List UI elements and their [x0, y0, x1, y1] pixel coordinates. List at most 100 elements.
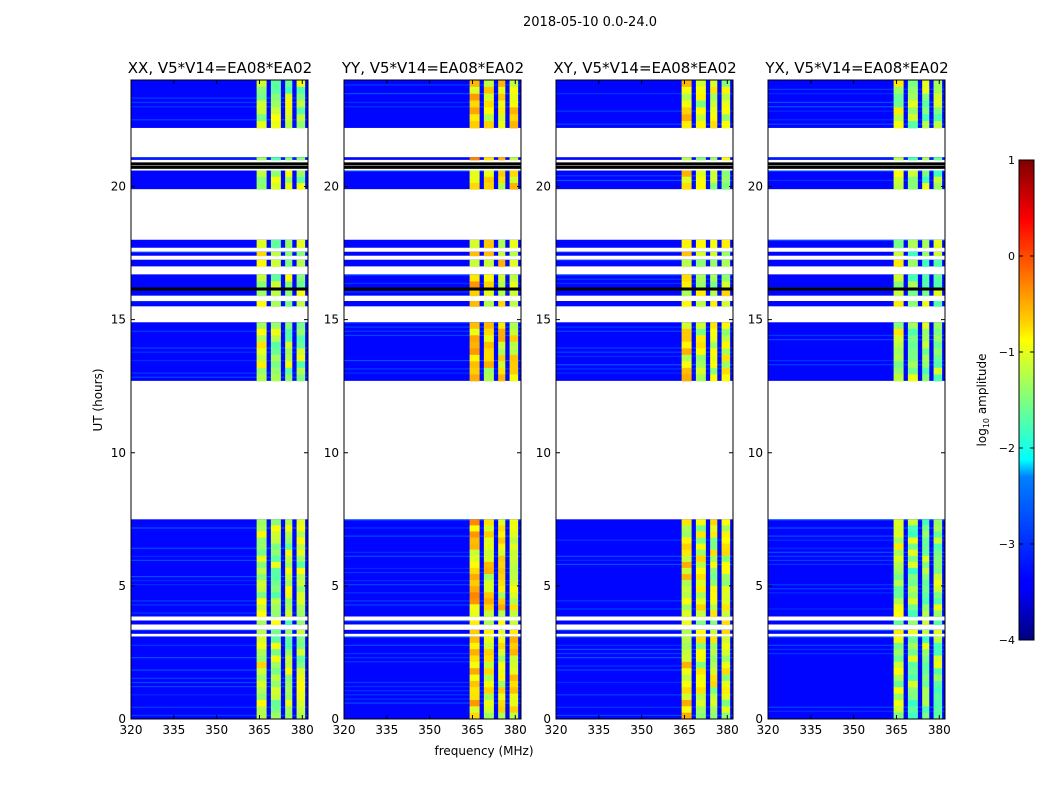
rfi-cell: [681, 328, 692, 336]
rfi-cell: [285, 604, 293, 611]
rfi-cell: [498, 519, 506, 526]
rfi-cell: [498, 328, 506, 336]
rfi-cell: [509, 176, 519, 184]
axes-frame: [343, 79, 522, 720]
rfi-cell: [681, 335, 692, 343]
rfi-cell: [256, 121, 267, 129]
rfi-cell: [483, 661, 494, 669]
rfi-cell: [285, 322, 293, 330]
rfi-cell: [469, 288, 480, 297]
rfi-cell: [695, 649, 706, 657]
rfi-cell: [710, 706, 718, 714]
rfi-cell: [893, 170, 904, 178]
rfi-cell: [285, 561, 293, 569]
rfi-cell: [270, 281, 281, 290]
rfi-cell: [270, 182, 281, 190]
rfi-cell: [893, 354, 904, 362]
rfi-cell: [721, 121, 731, 129]
rfi-cell: [483, 555, 494, 563]
rfi-cell: [270, 328, 281, 336]
rfi-cell: [681, 543, 692, 551]
rfi-cell: [285, 706, 293, 714]
rfi-cell: [710, 107, 718, 115]
rfi-cell: [710, 170, 718, 178]
rfi-cell: [483, 93, 494, 102]
rfi-cell: [509, 341, 519, 349]
colorbar-tick-label: −4: [999, 634, 1015, 647]
rfi-cell: [270, 348, 281, 356]
data-segment: [131, 620, 308, 625]
rfi-cell: [721, 176, 731, 184]
rfi-cell: [933, 537, 943, 545]
rfi-cell: [933, 374, 943, 382]
rfi-cell: [922, 328, 930, 336]
data-segment: [768, 274, 945, 296]
rfi-cell: [469, 712, 480, 719]
rfi-cell: [922, 668, 930, 676]
rfi-cell: [695, 93, 706, 102]
rfi-cell: [285, 300, 293, 307]
rfi-cell: [681, 620, 692, 625]
rfi-cell: [469, 636, 480, 644]
rfi-cell: [907, 693, 918, 701]
rfi-cell: [907, 354, 918, 362]
rfi-cell: [710, 374, 718, 382]
rfi-cell: [256, 107, 267, 115]
rfi-cell: [483, 367, 494, 375]
rfi-cell: [498, 649, 506, 657]
rfi-cell: [270, 80, 281, 88]
rfi-cell: [681, 114, 692, 122]
rfi-cell: [285, 341, 293, 349]
flag-line: [344, 165, 521, 169]
data-segment: [131, 300, 308, 307]
rfi-cell: [509, 259, 519, 267]
rfi-cell: [483, 567, 494, 575]
rfi-cell: [922, 348, 930, 356]
rfi-cell: [710, 281, 718, 290]
rfi-cell: [893, 300, 904, 307]
rfi-cell: [498, 567, 506, 575]
rfi-cell: [270, 176, 281, 184]
rfi-cell: [907, 335, 918, 343]
rfi-cell: [710, 674, 718, 682]
rfi-cell: [509, 354, 519, 362]
rfi-cell: [710, 114, 718, 122]
rfi-cell: [498, 107, 506, 115]
rfi-cell: [483, 86, 494, 95]
rfi-cell: [483, 604, 494, 611]
rfi-cell: [296, 259, 306, 267]
rfi-cell: [270, 259, 281, 267]
data-segment: [768, 239, 945, 248]
rfi-cell: [270, 668, 281, 676]
rfi-cell: [710, 251, 718, 257]
rfi-cell: [270, 680, 281, 688]
rfi-cell: [296, 157, 306, 161]
data-segment: [556, 251, 733, 256]
rfi-cell: [695, 525, 706, 532]
rfi-cell: [721, 610, 731, 617]
rfi-cell: [933, 543, 943, 551]
rfi-cell: [922, 642, 930, 650]
rfi-cell: [933, 567, 943, 575]
rfi-cell: [933, 80, 943, 88]
rfi-cell: [296, 674, 306, 682]
x-tick-label: 365: [885, 723, 908, 737]
flag-line: [344, 162, 521, 166]
rfi-cell: [285, 348, 293, 356]
rfi-cell: [907, 680, 918, 688]
rfi-cell: [681, 259, 692, 267]
rfi-cell: [469, 531, 480, 539]
rfi-cell: [509, 361, 519, 369]
rfi-cell: [285, 80, 293, 88]
rfi-cell: [695, 674, 706, 682]
rfi-cell: [907, 543, 918, 551]
rfi-cell: [893, 361, 904, 369]
rfi-cell: [922, 322, 930, 330]
rfi-cell: [933, 182, 943, 190]
rfi-cell: [509, 537, 519, 545]
rfi-cell: [509, 86, 519, 95]
flag-line: [556, 165, 733, 169]
rfi-cell: [296, 288, 306, 297]
rfi-cell: [469, 598, 480, 605]
rfi-cell: [256, 598, 267, 605]
